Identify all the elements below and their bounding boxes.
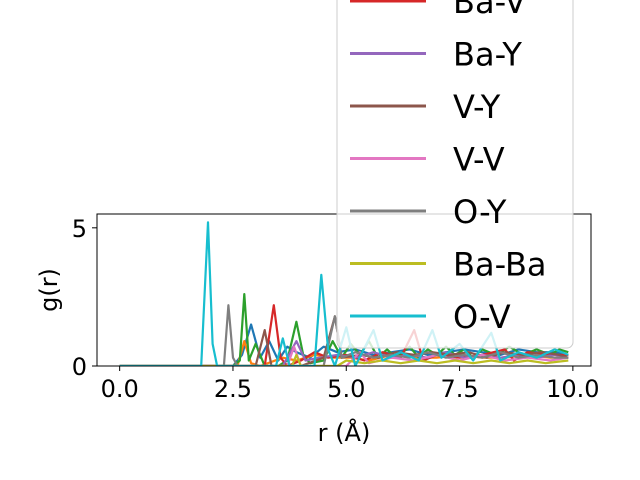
- legend-label: Ba-V: [453, 0, 526, 21]
- legend: Ba-V Ba-Y V-Y V-V O-Y Ba-Ba O-V: [336, 0, 574, 349]
- series-line-7: [119, 304, 569, 366]
- x-tick-label: 10.0: [546, 375, 599, 403]
- x-axis: 0.0 2.5 5.0 7.5 10.0: [101, 366, 600, 403]
- series-line-8: [119, 353, 569, 366]
- legend-label: Ba-Ba: [453, 246, 547, 284]
- legend-label: V-V: [453, 141, 505, 179]
- legend-label: O-Y: [453, 193, 507, 231]
- legend-label: V-Y: [453, 88, 501, 126]
- y-axis: 05: [72, 215, 97, 381]
- y-tick-label: 5: [72, 215, 87, 243]
- legend-label: O-V: [453, 298, 511, 336]
- x-tick-label: 5.0: [327, 375, 365, 403]
- legend-label: Ba-Y: [453, 36, 522, 74]
- x-tick-label: 7.5: [440, 375, 478, 403]
- legend-box: [336, 0, 574, 349]
- x-tick-label: 0.0: [101, 375, 139, 403]
- y-axis-label: g(r): [35, 268, 63, 312]
- x-tick-label: 2.5: [214, 375, 252, 403]
- x-axis-label: r (Å): [318, 418, 371, 447]
- y-tick-label: 0: [72, 353, 87, 381]
